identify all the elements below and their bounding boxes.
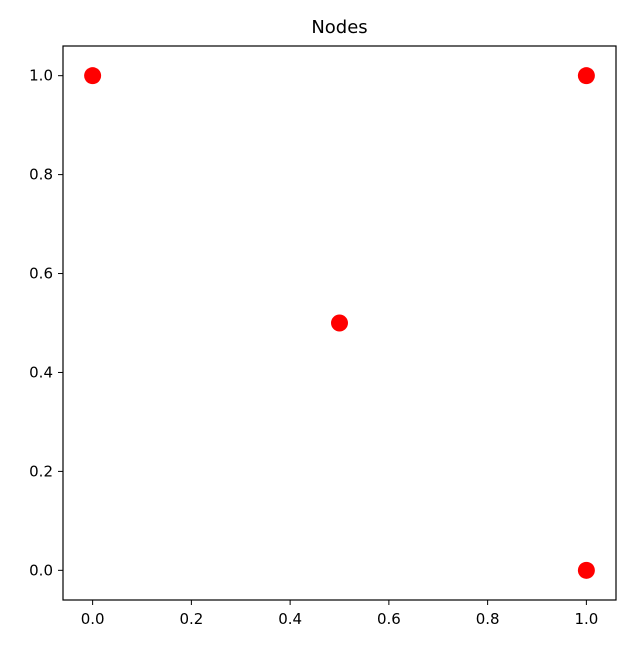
x-tick-label: 0.2 xyxy=(179,610,203,628)
scatter-points xyxy=(84,67,595,579)
x-tick-label: 0.6 xyxy=(377,610,401,628)
data-point xyxy=(84,67,102,85)
y-tick-label: 0.8 xyxy=(29,166,53,184)
y-tick-label: 0.2 xyxy=(29,462,53,480)
data-point xyxy=(577,561,595,579)
y-tick-label: 0.6 xyxy=(29,265,53,283)
data-point xyxy=(331,314,348,332)
y-tick-label: 0.4 xyxy=(29,363,53,381)
x-tick-label: 0.0 xyxy=(81,610,105,628)
x-tick-label: 0.4 xyxy=(278,610,302,628)
y-tick-label: 0.0 xyxy=(29,561,53,579)
x-tick-label: 0.8 xyxy=(476,610,500,628)
y-tick-label: 1.0 xyxy=(29,67,53,85)
x-axis: 0.0 0.2 0.4 0.6 0.8 1.0 xyxy=(81,600,598,628)
x-tick-label: 1.0 xyxy=(574,610,598,628)
plot-area-frame xyxy=(62,45,617,601)
y-axis: 0.0 0.2 0.4 0.6 0.8 1.0 xyxy=(29,67,63,579)
chart-title: Nodes xyxy=(311,17,367,38)
data-point xyxy=(577,67,595,85)
